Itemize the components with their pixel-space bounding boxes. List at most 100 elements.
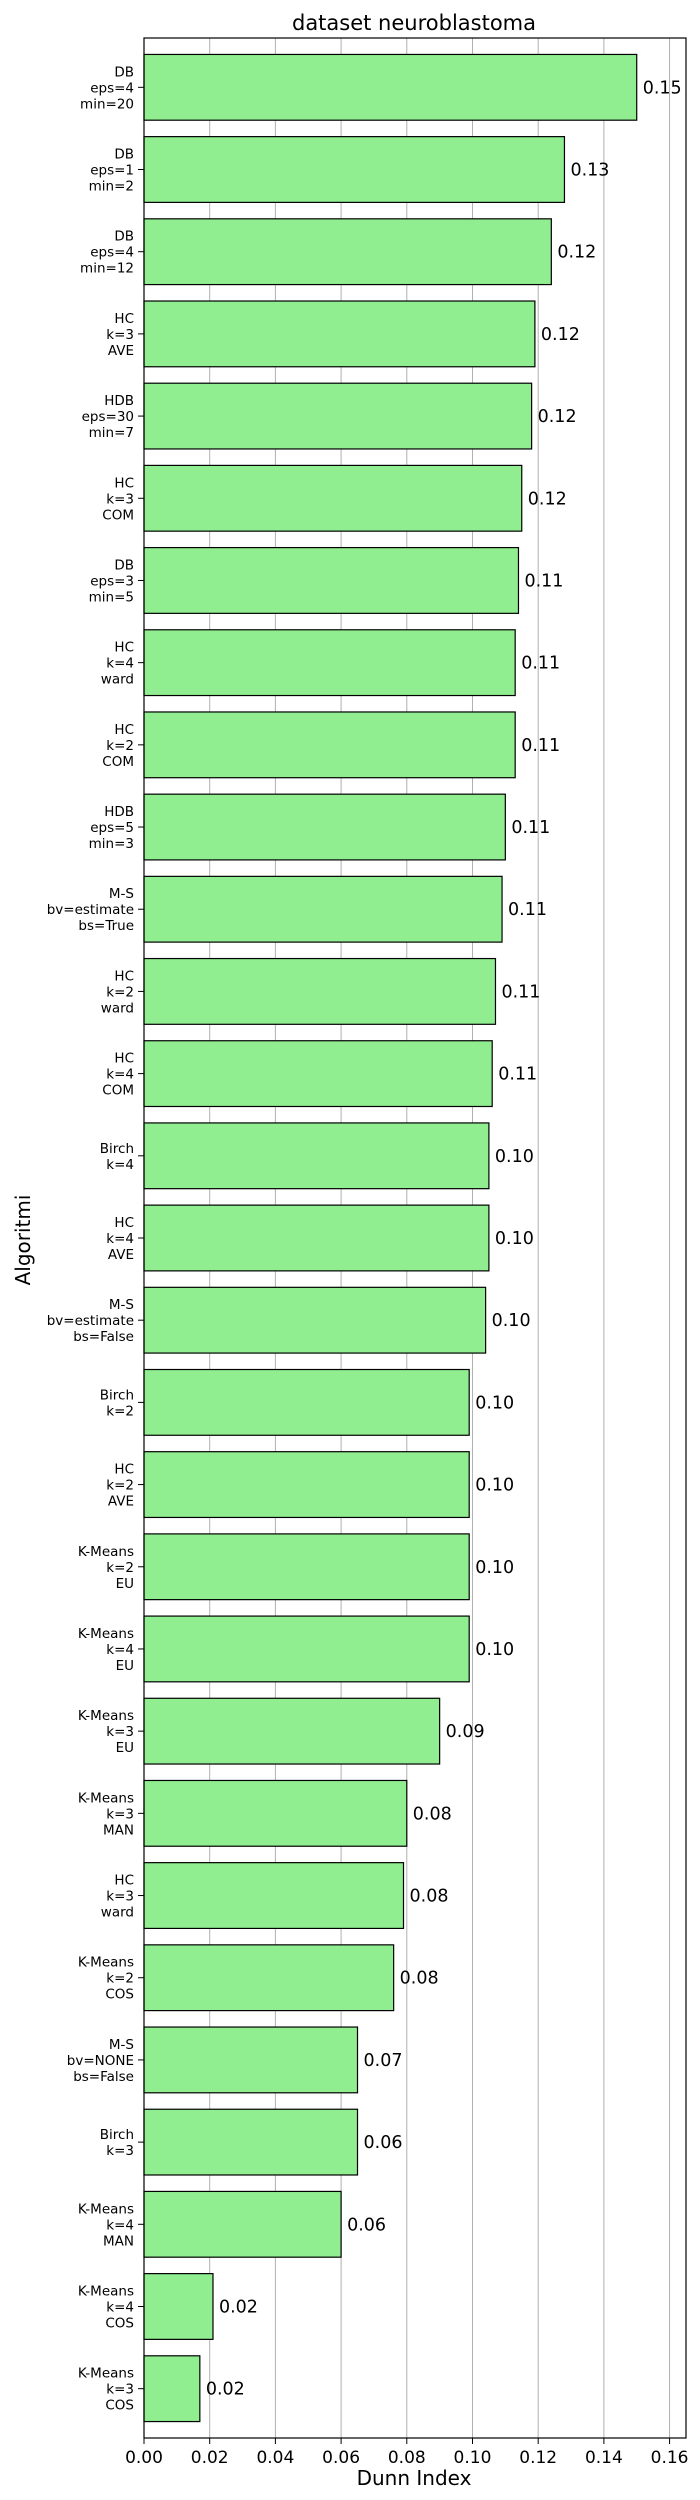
value-label: 0.10 — [495, 1147, 534, 1167]
category-label: HC k=4 AVE — [106, 1215, 134, 1263]
value-label: 0.11 — [508, 900, 547, 920]
x-tick-label: 0.02 — [191, 2448, 229, 2468]
category-label: HC k=2 AVE — [106, 1462, 134, 1510]
category-label: HDB eps=5 min=3 — [89, 804, 134, 852]
category-label: M-S bv=estimate bs=True — [47, 886, 134, 934]
bar — [143, 1779, 408, 1847]
category-label: DB eps=4 min=20 — [80, 64, 134, 112]
bar — [143, 382, 533, 450]
x-tick-label: 0.08 — [388, 2448, 426, 2468]
bar — [143, 2026, 359, 2094]
x-axis-title: Dunn Index — [357, 2466, 472, 2490]
category-label: Birch k=4 — [100, 1141, 134, 1173]
value-label: 0.10 — [492, 1311, 531, 1331]
category-label: Birch k=3 — [100, 2127, 134, 2159]
value-label: 0.11 — [498, 1065, 537, 1085]
x-tick-label: 0.04 — [256, 2448, 294, 2468]
value-label: 0.11 — [524, 571, 563, 591]
value-label: 0.02 — [206, 2380, 245, 2400]
value-label: 0.15 — [643, 78, 682, 98]
category-label: K-Means k=4 EU — [78, 1626, 134, 1674]
y-axis-title: Algoritmi — [11, 1195, 35, 1286]
value-label: 0.10 — [475, 1558, 514, 1578]
bar — [143, 464, 523, 532]
bar — [143, 300, 536, 368]
value-labels: 0.15 0.13 0.12 0.12 0.12 0.12 0.11 0.11 0.11 0.11… — [206, 78, 682, 2399]
category-label: DB eps=1 min=2 — [89, 147, 134, 195]
category-label: K-Means k=3 COS — [78, 2366, 134, 2414]
x-tick-label: 0.14 — [585, 2448, 623, 2468]
value-label: 0.08 — [410, 1887, 449, 1907]
bars — [143, 53, 638, 2423]
category-label: K-Means k=2 EU — [78, 1544, 134, 1592]
category-label: K-Means k=3 MAN — [78, 1790, 134, 1838]
x-tick-label: 0.12 — [519, 2448, 557, 2468]
bar — [143, 2273, 214, 2340]
value-label: 0.08 — [413, 1804, 452, 1824]
x-tick-label: 0.00 — [125, 2448, 163, 2468]
category-label: Birch k=2 — [100, 1387, 134, 1419]
category-labels: DB eps=4 min=20 DB eps=1 min=2 DB eps=4 min=12 HC… — [47, 64, 144, 2414]
plot-frame — [143, 37, 687, 2439]
value-label: 0.08 — [400, 1969, 439, 1989]
x-ticks: 0.00 0.02 0.04 0.06 0.08 0.10 0.12 0.14 0.16 — [125, 2438, 689, 2468]
category-label: HDB eps=30 min=7 — [82, 393, 134, 441]
value-label: 0.10 — [475, 1476, 514, 1496]
bar — [143, 218, 552, 286]
category-label: K-Means k=4 COS — [78, 2283, 134, 2331]
category-label: DB eps=3 min=5 — [89, 557, 134, 605]
value-label: 0.11 — [521, 654, 560, 674]
value-label: 0.13 — [570, 161, 609, 181]
bar — [143, 1451, 470, 1519]
value-label: 0.11 — [521, 736, 560, 756]
value-label: 0.11 — [511, 818, 550, 838]
bar — [143, 711, 516, 779]
bar — [143, 2355, 201, 2423]
category-label: K-Means k=3 EU — [78, 1708, 134, 1756]
bar — [143, 1040, 493, 1108]
bar — [143, 1286, 487, 1354]
category-label: K-Means k=4 MAN — [78, 2201, 134, 2249]
bar — [143, 629, 516, 697]
value-label: 0.11 — [501, 982, 540, 1002]
bar — [143, 1122, 490, 1190]
category-label: M-S bv=estimate bs=False — [47, 1297, 134, 1345]
value-label: 0.02 — [219, 2297, 258, 2317]
category-label: M-S bv=NONE bs=False — [67, 2037, 134, 2085]
bar — [143, 1944, 395, 2012]
value-label: 0.12 — [528, 489, 567, 509]
chart-title: dataset neuroblastoma — [292, 11, 536, 35]
bar — [143, 2108, 359, 2176]
category-label: HC k=4 COM — [102, 1051, 134, 1099]
category-label: HC k=3 COM — [102, 475, 134, 523]
bar — [143, 53, 638, 121]
bar — [143, 875, 503, 943]
value-label: 0.10 — [475, 1393, 514, 1413]
value-label: 0.07 — [364, 2051, 403, 2071]
bar — [143, 136, 566, 203]
value-label: 0.10 — [495, 1229, 534, 1249]
value-label: 0.06 — [364, 2133, 403, 2153]
value-label: 0.12 — [541, 325, 580, 345]
bar — [143, 1533, 470, 1601]
category-label: HC k=2 COM — [102, 722, 134, 770]
bar — [143, 793, 506, 861]
bar — [143, 546, 520, 614]
category-label: HC k=3 AVE — [106, 311, 134, 359]
x-tick-label: 0.06 — [322, 2448, 360, 2468]
category-label: HC k=3 ward — [101, 1873, 134, 1921]
bar — [143, 1204, 490, 1272]
x-tick-label: 0.10 — [454, 2448, 492, 2468]
category-label: HC k=4 ward — [101, 640, 134, 688]
bar — [143, 1862, 405, 1930]
category-label: HC k=2 ward — [101, 968, 134, 1016]
bar — [143, 2190, 342, 2258]
value-label: 0.10 — [475, 1640, 514, 1660]
bar — [143, 1697, 441, 1765]
x-tick-label: 0.16 — [651, 2448, 689, 2468]
value-label: 0.12 — [557, 243, 596, 263]
value-label: 0.09 — [446, 1722, 485, 1742]
bar — [143, 957, 497, 1025]
value-label: 0.06 — [347, 2215, 386, 2235]
